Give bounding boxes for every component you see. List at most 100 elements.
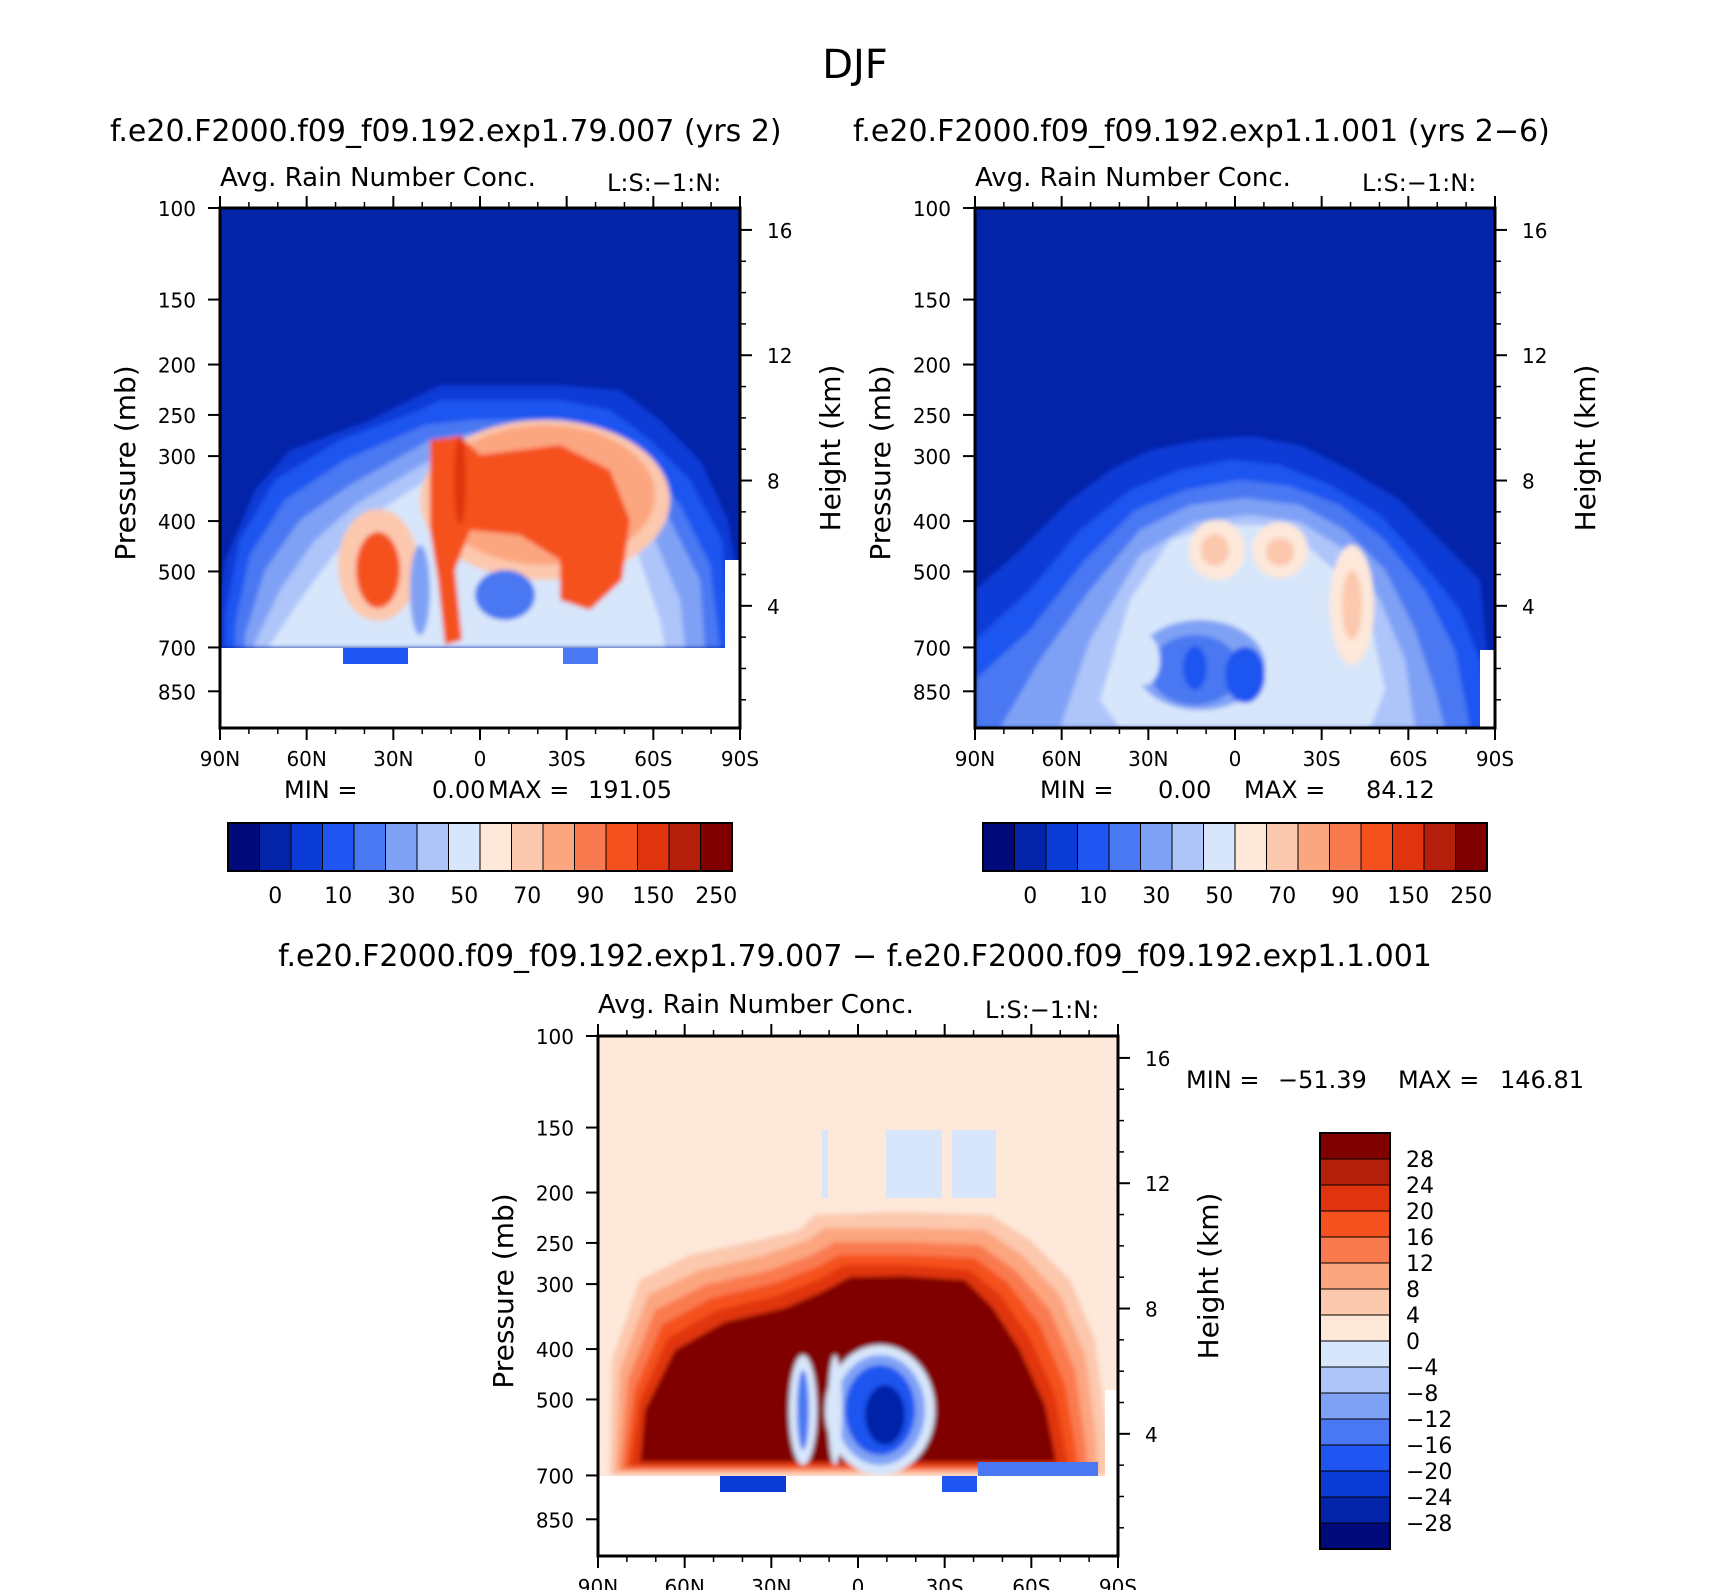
- contour-left-cool1: [475, 570, 535, 620]
- max-value-left: 191.05: [588, 776, 672, 804]
- case-title-left: f.e20.F2000.f09_f09.192.exp1.79.007 (yrs…: [110, 114, 782, 149]
- colorbar-label: 16: [1406, 1226, 1434, 1251]
- x-tick-label: 60S: [1012, 1575, 1050, 1590]
- y-tick-label: 100: [913, 197, 951, 221]
- colorbar-swatch: [1319, 1236, 1391, 1264]
- colorbar-swatch: [1319, 1522, 1391, 1550]
- colorbar-label: 90: [576, 884, 604, 909]
- colorbar-label: 20: [1406, 1200, 1434, 1225]
- colorbar-frame: [227, 822, 733, 872]
- min-value-right: 0.00: [1158, 776, 1211, 804]
- y-tick-label: 850: [913, 680, 951, 704]
- y-axis-title: Pressure (mb): [487, 1193, 520, 1388]
- height-tick-label: 12: [1145, 1172, 1170, 1196]
- colorbar-label: 12: [1406, 1252, 1434, 1277]
- colorbar-label: 150: [632, 884, 674, 909]
- y-tick-label: 200: [913, 354, 951, 378]
- case-title-right: f.e20.F2000.f09_f09.192.exp1.1.001 (yrs …: [853, 114, 1550, 149]
- colorbar-swatch: [227, 822, 260, 872]
- y-tick-label: 700: [913, 636, 951, 660]
- bottom-band-diff-3: [978, 1462, 1098, 1476]
- y-tick-label: 850: [536, 1508, 574, 1532]
- x-tick-label: 90N: [200, 747, 240, 771]
- y-tick-label: 400: [536, 1338, 574, 1362]
- contour-field-right: [975, 208, 1495, 728]
- colorbar-swatch: [637, 822, 670, 872]
- max-label-left: MAX =: [488, 776, 569, 804]
- bottom-band-left-1: [343, 648, 408, 664]
- contour-left-dot: [454, 435, 466, 525]
- panel-right: f.e20.F2000.f09_f09.192.exp1.1.001 (yrs …: [853, 114, 1602, 909]
- y-tick-label: 100: [158, 197, 196, 221]
- x-tick-label: 60N: [286, 747, 326, 771]
- colorbar-swatch: [1171, 822, 1204, 872]
- height-tick-label: 12: [1522, 344, 1547, 368]
- x-tick-label: 0: [474, 747, 487, 771]
- plot-title-right: Avg. Rain Number Conc.: [975, 163, 1291, 193]
- y-axis-title: Pressure (mb): [864, 365, 897, 560]
- y-tick-label: 300: [913, 445, 951, 469]
- colorbar-label: 250: [1450, 884, 1492, 909]
- y-tick-label: 100: [536, 1025, 574, 1049]
- y-tick-label: 300: [158, 445, 196, 469]
- contour-right-cool3: [1225, 647, 1265, 703]
- colorbar-label: 90: [1331, 884, 1359, 909]
- colorbar-label: −16: [1406, 1434, 1452, 1459]
- max-value-right: 84.12: [1366, 776, 1435, 804]
- colorbar-swatch: [1319, 1158, 1391, 1186]
- y-tick-label: 500: [913, 560, 951, 584]
- pale-cell-2: [886, 1130, 942, 1198]
- colorbar-swatch: [385, 822, 418, 872]
- colorbar-label: −12: [1406, 1408, 1452, 1433]
- colorbar-swatch: [448, 822, 481, 872]
- contour-diff-blue4: [797, 1370, 809, 1450]
- colorbar-swatch: [416, 822, 449, 872]
- colorbar-swatch: [1014, 822, 1047, 872]
- colorbar-swatch: [605, 822, 638, 872]
- x-tick-label: 30N: [373, 747, 413, 771]
- contour-right-warm5: [1266, 538, 1294, 566]
- panel-diff: f.e20.F2000.f09_f09.192.exp1.79.007 − f.…: [278, 939, 1584, 1594]
- ground-mask-left-2: [725, 560, 740, 728]
- contour-left-cool2: [410, 545, 430, 635]
- y-tick-label: 300: [536, 1273, 574, 1297]
- page-title: DJF: [822, 42, 888, 88]
- colorbar-label: 10: [1079, 884, 1107, 909]
- y-tick-label: 250: [913, 404, 951, 428]
- colorbar-frame: [982, 822, 1488, 872]
- corner-label-right: L:S:−1:N:: [1362, 169, 1476, 197]
- colorbar-label: 0: [268, 884, 282, 909]
- colorbar-swatch: [479, 822, 512, 872]
- corner-label-diff: L:S:−1:N:: [985, 996, 1099, 1024]
- colorbar-label: 4: [1406, 1304, 1420, 1329]
- contour-field-left: [220, 208, 740, 728]
- height-tick-label: 4: [767, 595, 780, 619]
- x-tick-label: 60N: [664, 1575, 704, 1590]
- max-label-diff: MAX =: [1398, 1066, 1479, 1094]
- colorbar-label: 10: [324, 884, 352, 909]
- height-tick-label: 4: [1522, 595, 1535, 619]
- contour-left-hot1: [356, 532, 400, 608]
- min-value-diff: −51.39: [1278, 1066, 1367, 1094]
- colorbar-frame: [1319, 1132, 1391, 1550]
- colorbar-swatch: [1319, 1496, 1391, 1524]
- y-tick-label: 200: [158, 354, 196, 378]
- ground-mask-left-1: [220, 648, 740, 728]
- colorbar-swatch: [1319, 1184, 1391, 1212]
- height-tick-label: 12: [767, 344, 792, 368]
- colorbar-swatch: [322, 822, 355, 872]
- x-tick-label: 90N: [955, 747, 995, 771]
- colorbar-label: 70: [513, 884, 541, 909]
- contour-field-diff: [598, 1036, 1118, 1556]
- colorbar-label: −24: [1406, 1486, 1452, 1511]
- height-tick-label: 4: [1145, 1423, 1158, 1447]
- y-axis-title: Pressure (mb): [109, 365, 142, 560]
- y-tick-label: 500: [536, 1388, 574, 1412]
- colorbar-label: −4: [1406, 1356, 1438, 1381]
- colorbar-swatch: [1108, 822, 1141, 872]
- colorbar-swatch: [1319, 1392, 1391, 1420]
- x-tick-label: 90S: [1099, 1575, 1137, 1590]
- colorbar-swatch: [1203, 822, 1236, 872]
- colorbar-label: −20: [1406, 1460, 1452, 1485]
- colorbar-swatch: [1319, 1340, 1391, 1368]
